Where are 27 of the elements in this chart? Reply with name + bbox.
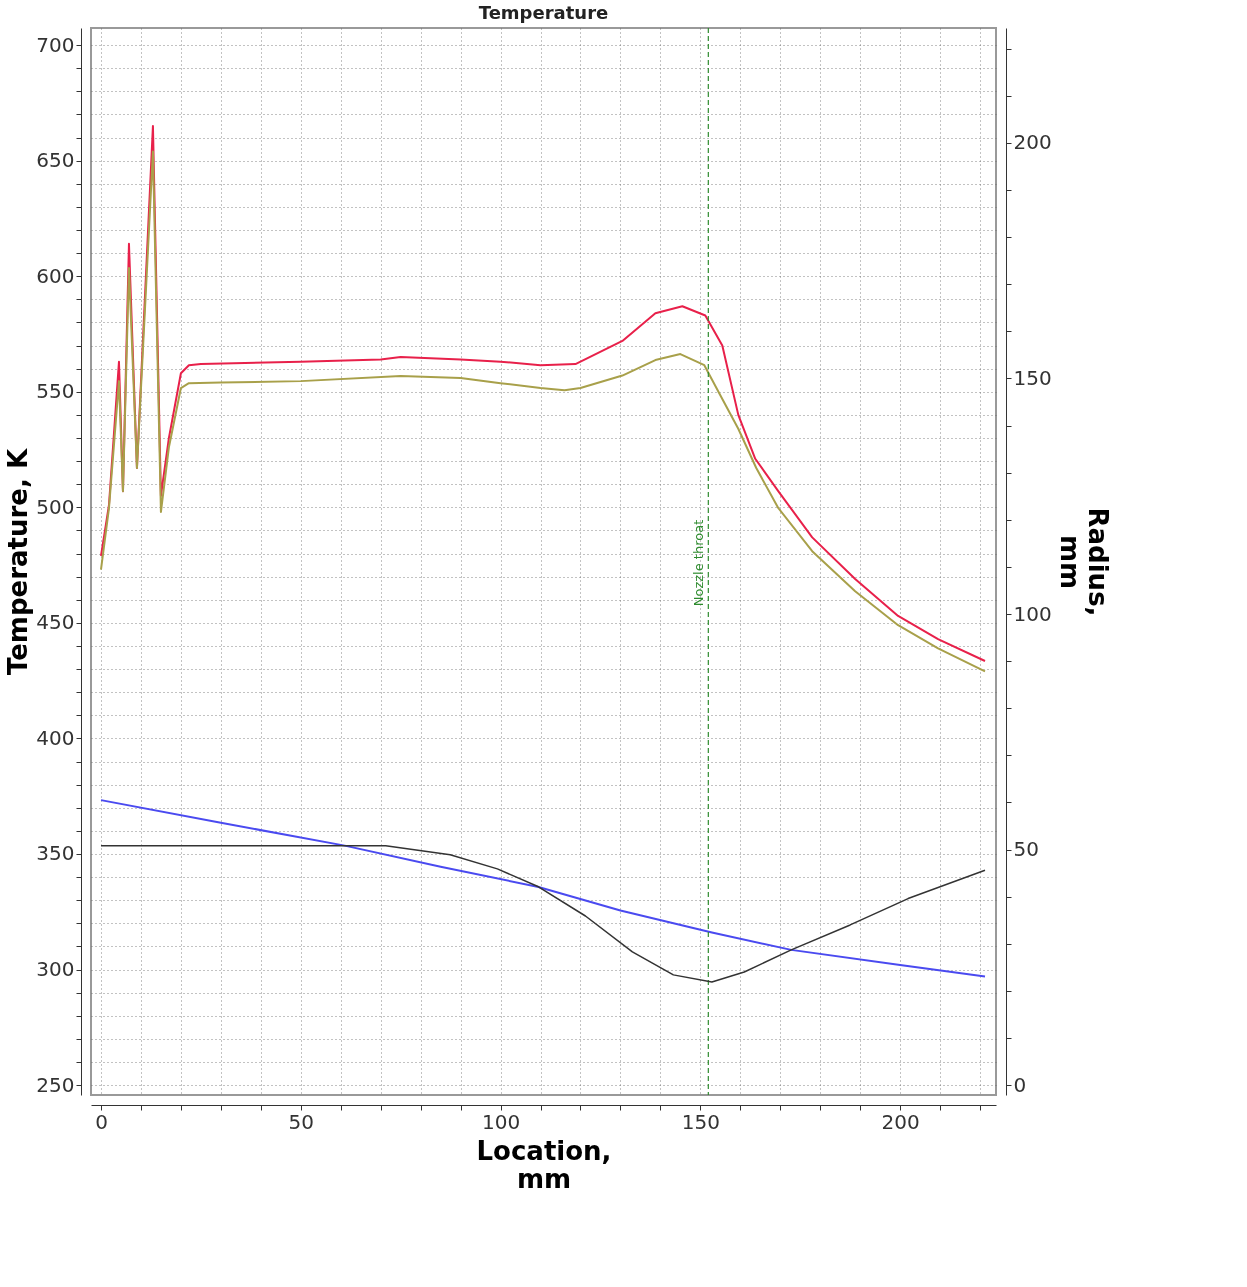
y-tick-label: 250 <box>36 1072 75 1097</box>
y-tick-label: 650 <box>36 148 75 173</box>
y2-tick-label: 100 <box>1013 601 1052 626</box>
y-tick-label: 550 <box>36 379 75 404</box>
y2-tick-label: 50 <box>1013 837 1039 862</box>
x-tick-label: 100 <box>481 1109 521 1134</box>
chart-title: Temperature <box>478 2 609 24</box>
y-tick-label: 400 <box>36 725 75 750</box>
ref-line-label: Nozzle throat <box>691 519 707 607</box>
y-tick-label: 700 <box>36 32 75 57</box>
y-axis-title: Temperature, K <box>3 448 34 676</box>
x-tick-label: 150 <box>681 1109 720 1134</box>
y-tick-label: 350 <box>36 841 75 866</box>
y2-tick-label: 150 <box>1013 365 1052 390</box>
line-series <box>100 845 986 983</box>
y-tick-label: 500 <box>36 494 75 519</box>
y2-tick-label: 200 <box>1013 130 1052 155</box>
y-tick-label: 450 <box>36 610 75 635</box>
y2-axis-title: Radius, mm <box>1054 507 1113 617</box>
x-tick-label: 50 <box>288 1109 314 1134</box>
y-tick-label: 300 <box>36 957 75 982</box>
x-tick-label: 200 <box>881 1109 920 1134</box>
y2-tick-label: 0 <box>1013 1072 1027 1097</box>
line-series <box>99 799 987 978</box>
y-tick-label: 600 <box>36 263 75 288</box>
x-tick-label: 0 <box>95 1109 108 1134</box>
x-axis-title: Location, mm <box>476 1135 612 1194</box>
